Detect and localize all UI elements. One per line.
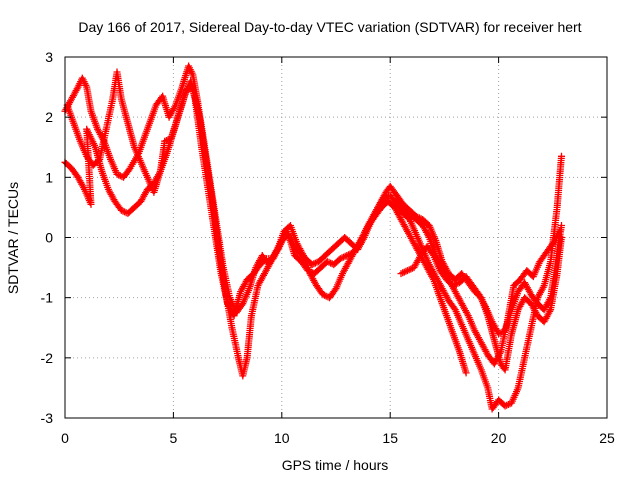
series-track-2: [61, 83, 470, 380]
y-tick-label: -3: [41, 410, 54, 426]
y-tick-label: 3: [45, 49, 53, 65]
y-tick-label: 0: [45, 230, 53, 246]
y-tick-label: -1: [41, 290, 54, 306]
y-tick-label: -2: [41, 350, 54, 366]
x-tick-label: 25: [599, 430, 615, 446]
y-axis-label: SDTVAR / TECUs: [5, 182, 21, 294]
series-track-4: [393, 191, 565, 374]
plus-markers: [397, 222, 565, 338]
x-tick-labels: 0 5 10 15 20 25: [61, 430, 615, 446]
y-tick-labels: -3 -2 -1 0 1 2 3: [41, 49, 54, 426]
x-tick-label: 15: [382, 430, 398, 446]
plus-markers: [61, 83, 470, 380]
x-tick-label: 0: [61, 430, 69, 446]
y-tick-label: 1: [45, 169, 53, 185]
x-tick-label: 20: [491, 430, 507, 446]
plus-markers: [393, 191, 565, 374]
axis-ticks: [64, 56, 608, 419]
x-axis-label: GPS time / hours: [282, 457, 389, 473]
series-track-5: [397, 222, 565, 338]
plus-markers: [63, 68, 565, 413]
series-track-3: [63, 68, 565, 413]
data-points: [61, 62, 565, 413]
x-tick-label: 5: [170, 430, 178, 446]
chart-title: Day 166 of 2017, Sidereal Day-to-day VTE…: [78, 19, 581, 35]
x-tick-label: 10: [274, 430, 290, 446]
y-tick-label: 2: [45, 109, 53, 125]
